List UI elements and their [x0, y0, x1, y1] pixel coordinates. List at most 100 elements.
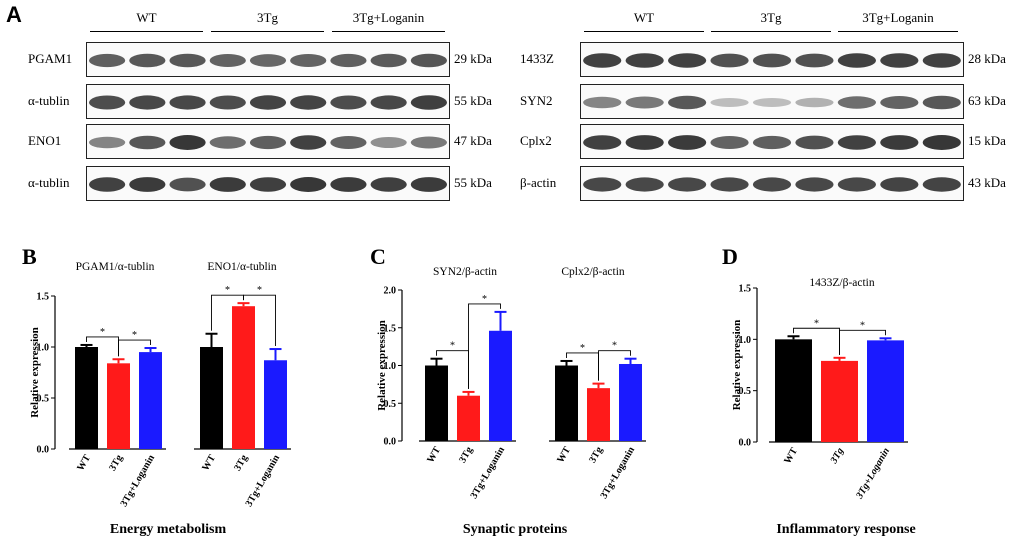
blot-strip — [86, 84, 450, 119]
blot-band — [837, 53, 876, 68]
blot-row-label: SYN2 — [520, 93, 553, 108]
blot-group-line — [584, 31, 704, 32]
blot-kda-label: 63 kDa — [968, 93, 1006, 108]
blot-band — [169, 95, 206, 110]
significance-star: * — [225, 285, 230, 296]
x-tick-label: 3Tg+Loganin — [469, 445, 508, 501]
x-tick-label: 3Tg+Loganin — [854, 446, 893, 502]
blot-row-label: β-actin — [520, 175, 557, 190]
blot-band — [583, 53, 622, 68]
blot-band — [209, 136, 246, 149]
y-tick-label: 1.5 — [739, 284, 752, 295]
blot-band — [795, 135, 834, 150]
significance-star: * — [132, 330, 137, 341]
blot-band — [922, 95, 961, 110]
bar — [489, 330, 512, 441]
blot-band — [710, 98, 749, 107]
blot-band — [795, 177, 834, 192]
significance-bracket — [118, 339, 151, 357]
y-tick-label: 1.0 — [739, 335, 752, 346]
blot-band — [209, 54, 246, 67]
blot-band — [668, 95, 707, 110]
blot-row-label: PGAM1 — [28, 51, 73, 66]
blot-band — [668, 135, 707, 150]
panel-letter: B — [22, 244, 37, 269]
y-tick-label: 1.5 — [37, 292, 50, 303]
x-tick-label: WT — [200, 453, 218, 473]
bar — [200, 347, 223, 449]
blot-band — [922, 177, 961, 192]
blot-group-label: WT — [136, 10, 157, 25]
blot-band — [410, 95, 447, 110]
bar — [107, 363, 130, 449]
y-tick-label: 0.0 — [739, 438, 752, 449]
group-title: Cplx2/β-actin — [561, 266, 625, 278]
blot-band — [922, 135, 961, 150]
bar — [425, 365, 448, 441]
blot-band — [625, 177, 664, 192]
blot-band — [129, 135, 166, 150]
x-tick-label: 3Tg+Loganin — [244, 453, 283, 509]
y-axis-label: Relative expression — [29, 327, 41, 418]
blot-band — [625, 53, 664, 68]
blot-band — [129, 177, 166, 192]
significance-star: * — [450, 341, 455, 352]
blot-group-line — [838, 31, 958, 32]
x-tick-label: 3Tg+Loganin — [119, 453, 158, 509]
blot-band — [330, 177, 367, 192]
blot-band — [583, 135, 622, 150]
blot-band — [169, 135, 206, 150]
blot-band — [370, 137, 407, 148]
panel-footer: Energy metabolism — [110, 522, 227, 537]
blot-kda-label: 28 kDa — [968, 51, 1006, 66]
bar — [775, 339, 812, 442]
blot-band — [880, 135, 919, 150]
blot-strip — [580, 124, 964, 159]
y-tick-label: 1.5 — [384, 323, 397, 334]
blot-band — [795, 97, 834, 108]
blot-band — [129, 53, 166, 68]
group-title: SYN2/β-actin — [433, 266, 497, 278]
blot-row-label: Cplx2 — [520, 133, 552, 148]
blot-band — [89, 177, 126, 192]
x-tick-label: WT — [782, 446, 800, 466]
blot-strip — [580, 42, 964, 77]
blot-band — [370, 53, 407, 68]
significance-star: * — [100, 327, 105, 338]
blot-strip — [580, 166, 964, 201]
blot-band — [880, 53, 919, 68]
significance-bracket — [243, 294, 276, 347]
blot-band — [922, 53, 961, 68]
blot-group-label: WT — [633, 10, 655, 25]
bar — [619, 363, 642, 441]
blot-band — [795, 53, 834, 68]
blot-band — [330, 53, 367, 68]
bar — [75, 347, 98, 449]
blot-band — [668, 53, 707, 68]
blot-group-label: 3Tg+Loganin — [352, 10, 425, 25]
blot-band — [752, 53, 792, 68]
blot-group-label: 3Tg — [760, 10, 782, 25]
blot-band — [370, 95, 407, 110]
significance-star: * — [257, 285, 262, 296]
significance-star: * — [580, 343, 585, 354]
y-tick-label: 0.0 — [37, 445, 50, 456]
blot-band — [625, 96, 664, 109]
significance-star: * — [814, 318, 819, 329]
blot-row-label: ENO1 — [28, 133, 62, 148]
bar — [232, 306, 255, 449]
blot-strip — [86, 124, 450, 159]
y-tick-label: 0.5 — [37, 394, 50, 405]
blot-band — [837, 135, 876, 150]
blot-band — [330, 136, 367, 149]
blot-band — [880, 96, 919, 109]
blot-kda-label: 55 kDa — [454, 93, 492, 108]
blot-band — [249, 95, 287, 110]
blot-band — [290, 135, 327, 150]
x-tick-label: 3Tg — [107, 453, 125, 473]
x-tick-label: 3Tg+Loganin — [599, 445, 638, 501]
blot-band — [169, 177, 206, 192]
significance-bracket — [468, 303, 501, 389]
significance-bracket — [839, 329, 886, 355]
